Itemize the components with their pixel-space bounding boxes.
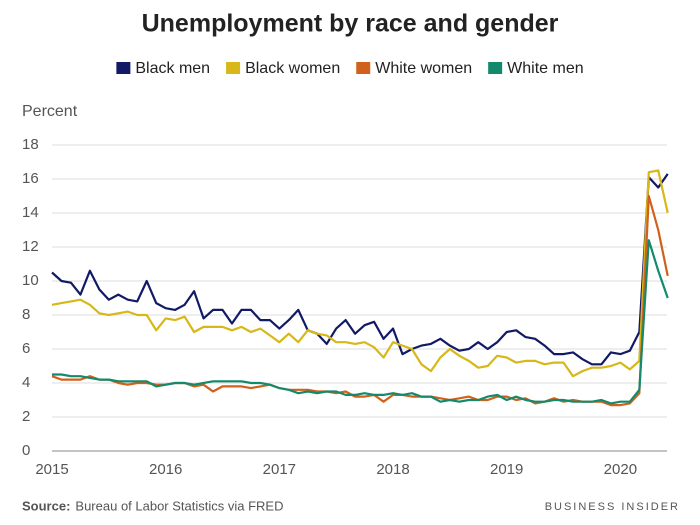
- source-label: Source:: [22, 498, 70, 513]
- series-line: [51, 173, 669, 366]
- legend: Black men Black women White women White men: [116, 60, 584, 77]
- legend-swatch: [488, 62, 503, 74]
- y-tick-label: 6: [22, 340, 30, 357]
- y-tick-label: 2: [22, 408, 30, 425]
- legend-label: Black women: [245, 60, 340, 77]
- series-line: [51, 169, 669, 378]
- x-tick-label: 2020: [604, 461, 637, 478]
- y-tick-label: 4: [22, 374, 30, 391]
- y-tick-label: 18: [22, 136, 39, 153]
- y-tick-label: 8: [22, 306, 30, 323]
- y-tick-label: 16: [22, 170, 39, 187]
- x-tick-label: 2018: [376, 461, 409, 478]
- legend-swatch: [226, 62, 241, 74]
- legend-swatch: [116, 62, 131, 74]
- y-tick-label: 14: [22, 204, 39, 221]
- x-tick-label: 2019: [490, 461, 523, 478]
- x-tick-label: 2015: [35, 461, 68, 478]
- y-tick-label: 0: [22, 442, 30, 459]
- legend-swatch: [356, 62, 371, 74]
- source: Bureau of Labor Statistics via FRED: [75, 498, 283, 513]
- y-tick-label: 12: [22, 238, 39, 255]
- y-axis-label: Percent: [22, 103, 78, 120]
- chart-title: Unemployment by race and gender: [142, 10, 559, 38]
- legend-label: White men: [507, 60, 583, 77]
- legend-label: White women: [375, 60, 472, 77]
- plot-area: 0 2 4 6 8 10 12 14 16 18 2015 2016 2017 2018 2019 2020: [22, 136, 669, 478]
- branding: BUSINESS INSIDER: [545, 501, 680, 513]
- series-line: [52, 239, 669, 405]
- legend-label: Black men: [135, 60, 210, 77]
- y-tick-label: 10: [22, 272, 39, 289]
- x-tick-label: 2016: [149, 461, 182, 478]
- x-tick-label: 2017: [263, 461, 296, 478]
